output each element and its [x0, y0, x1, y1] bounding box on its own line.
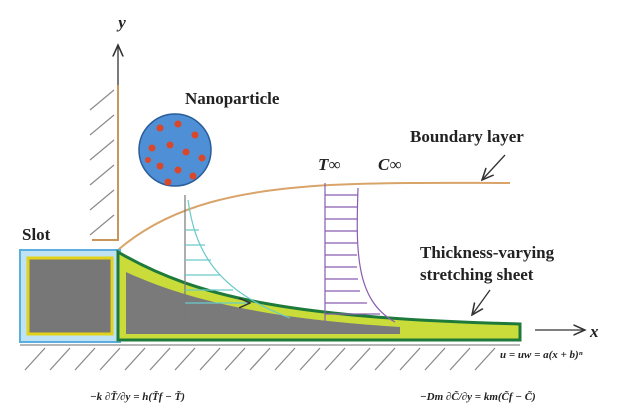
heat-equation: −k ∂T̃/∂y = h(T̃f − T̃) [90, 390, 185, 403]
velocity-profile [184, 195, 291, 319]
stretching-sheet [116, 249, 522, 342]
pointer [482, 154, 506, 180]
y-label: y [116, 13, 126, 32]
mass-equation: −Dm ∂C̃/∂y = km(C̃f − C̃) [420, 390, 536, 403]
sheet-label: stretching sheet [420, 265, 534, 284]
nanoparticle-icon [138, 113, 212, 187]
boundary-layer-label: Boundary layer [410, 127, 524, 146]
t-inf-label: T∞ [318, 155, 341, 174]
wall [89, 85, 119, 241]
velocity-equation: u = uw = a(x + b)ⁿ [500, 349, 583, 361]
nanoparticle-label: Nanoparticle [185, 89, 280, 108]
temperature-profile [324, 183, 396, 323]
slot-label: Slot [22, 225, 51, 244]
boundary-layer-curve [117, 181, 511, 251]
ground [20, 344, 520, 371]
c-inf-label: C∞ [378, 155, 401, 174]
sheet-label: Thickness-varying [420, 243, 555, 262]
slot [19, 249, 121, 343]
pointer [472, 289, 491, 315]
x-label: x [589, 322, 599, 341]
